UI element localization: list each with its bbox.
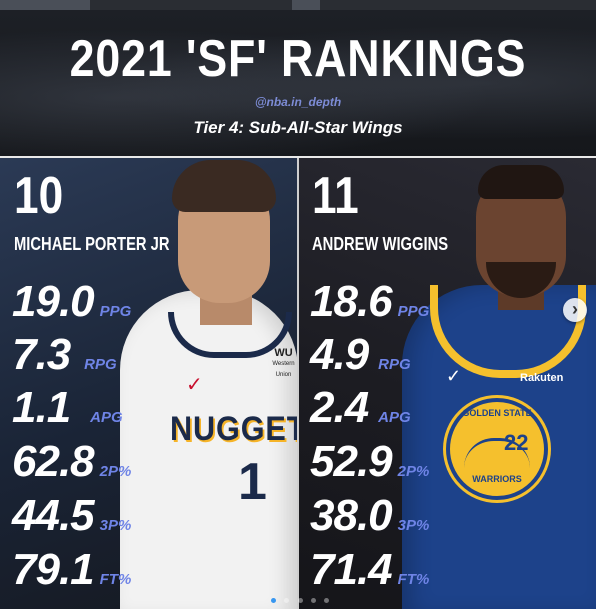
stat-value: 71.4 bbox=[310, 545, 393, 594]
stat-value: 62.8 bbox=[12, 437, 95, 486]
stat-row: 1.1 APG bbox=[12, 386, 123, 430]
stat-value: 79.1 bbox=[12, 545, 95, 594]
jersey-number: 1 bbox=[238, 453, 267, 511]
panel-divider bbox=[297, 158, 299, 609]
jersey-number: 22 bbox=[504, 430, 529, 455]
sponsor-subtext: Western Union bbox=[272, 361, 295, 378]
stat-value: 19.0 bbox=[12, 277, 95, 326]
account-handle: @nba.in_depth bbox=[254, 95, 342, 109]
warriors-logo: GOLDEN STATE 22 WARRIORS bbox=[446, 398, 548, 500]
bridge-icon bbox=[464, 438, 530, 471]
logo-top-text: GOLDEN STATE bbox=[462, 408, 532, 418]
player-photo-hair bbox=[478, 165, 564, 199]
stat-unit: 3P% bbox=[397, 517, 430, 534]
jersey-sponsor-text: Rakuten bbox=[520, 372, 564, 384]
carousel-dot bbox=[310, 598, 316, 603]
player-photo-hair bbox=[172, 160, 276, 212]
stat-unit: FT% bbox=[397, 571, 430, 588]
stat-row: 18.6 PPG bbox=[310, 280, 429, 324]
carousel-dot-active bbox=[270, 598, 276, 603]
stat-value: 52.9 bbox=[310, 437, 393, 486]
player-panel-porter: ✓ WU Western Union NUGGETS 1 10 MICHAEL … bbox=[0, 158, 297, 609]
stat-row: 38.0 3P% bbox=[310, 494, 429, 538]
carousel-indicator bbox=[245, 590, 355, 603]
stat-value: 7.3 bbox=[12, 330, 71, 379]
stat-value: 38.0 bbox=[310, 491, 393, 540]
stat-value: 18.6 bbox=[310, 277, 393, 326]
player-name: ANDREW WIGGINS bbox=[312, 234, 449, 254]
post-header: 2021 'SF' RANKINGS @nba.in_depth Tier 4:… bbox=[0, 10, 596, 158]
post-title: 2021 'SF' RANKINGS bbox=[69, 30, 527, 88]
stat-unit: 2P% bbox=[397, 463, 430, 480]
carousel-dot bbox=[297, 598, 303, 603]
carousel-dot bbox=[324, 598, 330, 603]
stat-row: 7.3 RPG bbox=[12, 333, 117, 377]
tier-subtitle: Tier 4: Sub-All-Star Wings bbox=[193, 118, 403, 137]
top-image-strip bbox=[0, 0, 596, 10]
nike-swoosh-icon: ✓ bbox=[446, 366, 462, 386]
stat-unit: 3P% bbox=[99, 517, 132, 534]
stat-unit: RPG bbox=[84, 356, 117, 373]
stat-row: 52.9 2P% bbox=[310, 440, 429, 484]
stat-row: 62.8 2P% bbox=[12, 440, 131, 484]
stat-unit: RPG bbox=[378, 356, 411, 373]
strip-segment bbox=[292, 0, 320, 10]
stat-value: 1.1 bbox=[12, 383, 71, 432]
stat-row: 79.1 FT% bbox=[12, 548, 131, 592]
chevron-right-icon: › bbox=[572, 299, 578, 319]
stat-value: 4.9 bbox=[310, 330, 369, 379]
player-panel-wiggins: ✓ Rakuten GOLDEN STATE 22 WARRIORS 11 AN… bbox=[299, 158, 596, 609]
stat-row: 71.4 FT% bbox=[310, 548, 429, 592]
stat-row: 2.4 APG bbox=[310, 386, 411, 430]
jersey-sponsor-logo: WU Western Union bbox=[270, 348, 297, 381]
strip-segment bbox=[0, 0, 90, 10]
player-rank: 10 bbox=[14, 167, 64, 225]
stat-unit: PPG bbox=[99, 303, 132, 320]
stat-row: 19.0 PPG bbox=[12, 280, 131, 324]
carousel-next-button[interactable]: › bbox=[563, 298, 587, 322]
stat-unit: FT% bbox=[99, 571, 132, 588]
stat-value: 44.5 bbox=[12, 491, 95, 540]
stat-unit: APG bbox=[378, 409, 411, 426]
stat-row: 4.9 RPG bbox=[310, 333, 411, 377]
sponsor-text: WU bbox=[274, 347, 293, 359]
carousel-dot bbox=[284, 598, 290, 603]
stat-row: 44.5 3P% bbox=[12, 494, 131, 538]
stat-value: 2.4 bbox=[310, 383, 369, 432]
nike-swoosh-icon: ✓ bbox=[186, 374, 203, 396]
player-rank: 11 bbox=[312, 167, 359, 225]
logo-bottom-text: WARRIORS bbox=[472, 474, 522, 484]
stat-unit: PPG bbox=[397, 303, 430, 320]
stat-unit: APG bbox=[90, 409, 123, 426]
player-name: MICHAEL PORTER JR bbox=[14, 234, 170, 254]
stat-unit: 2P% bbox=[99, 463, 132, 480]
jersey-team-name: NUGGETS bbox=[170, 410, 297, 448]
